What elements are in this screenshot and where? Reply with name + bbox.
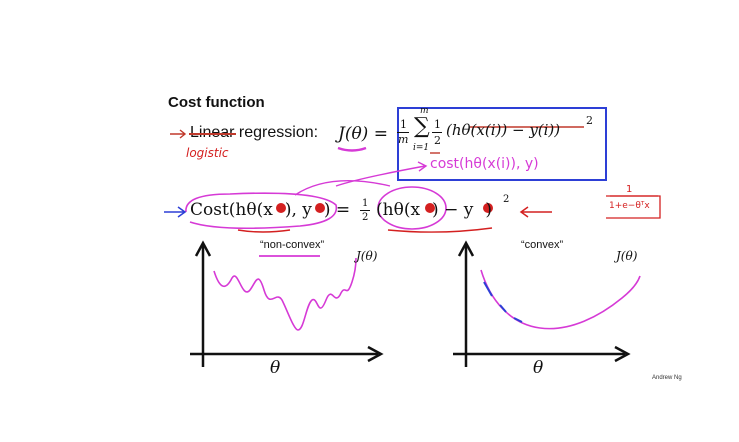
linear-word: Linear bbox=[190, 124, 234, 141]
regression-word: regression: bbox=[234, 124, 319, 141]
half-num: 1 bbox=[434, 118, 441, 131]
cost-eq: ) = bbox=[323, 200, 351, 220]
blue-highlight-box bbox=[397, 107, 607, 181]
rhs-underline bbox=[387, 227, 493, 233]
slide-title: Cost function bbox=[168, 94, 265, 111]
right-ylabel: J(θ) bbox=[616, 249, 638, 263]
redaction-mark bbox=[315, 203, 325, 213]
credit-text: Andrew Ng bbox=[652, 375, 682, 381]
cost-rhs-minus: ) − y bbox=[432, 200, 474, 220]
sigmoid-den: 1+e−θᵀx bbox=[609, 201, 650, 211]
nonconvex-caption: “non-convex” bbox=[260, 239, 325, 251]
redaction-mark bbox=[483, 203, 493, 213]
cost-rhs-h: (hθ(x bbox=[376, 200, 421, 220]
blue-arrow-icon bbox=[164, 206, 187, 218]
red-arrow-icon bbox=[170, 129, 187, 139]
left-ylabel: J(θ) bbox=[356, 249, 378, 263]
redaction-mark bbox=[276, 203, 286, 213]
convex-caption: “convex” bbox=[521, 239, 564, 251]
frac-m: m bbox=[398, 133, 409, 146]
linear-strike bbox=[189, 133, 236, 135]
right-plot bbox=[453, 240, 641, 367]
cost-rhs: (hθ(x ) − y) bbox=[376, 200, 492, 220]
cost-half-den: 2 bbox=[362, 212, 369, 223]
left-plot bbox=[190, 240, 384, 367]
cost-rhs-end: ) bbox=[485, 200, 492, 220]
nonconvex-curve bbox=[213, 257, 357, 331]
sum-upper: m bbox=[420, 106, 429, 116]
top-exp: 2 bbox=[586, 114, 593, 127]
j-theta-lhs: J(θ) = bbox=[338, 124, 388, 144]
sigmoid-num: 1 bbox=[626, 184, 633, 195]
handwritten-logistic: logistic bbox=[186, 146, 229, 160]
cost-exp: 2 bbox=[503, 194, 510, 205]
squared-error-term: (hθ(x(i)) − y(i)) bbox=[446, 121, 561, 139]
cost-formula: Cost(hθ(x ), y ) = bbox=[190, 200, 350, 220]
left-xlabel: θ bbox=[270, 358, 281, 378]
convex-curve bbox=[480, 269, 641, 330]
sum-symbol: ∑ bbox=[414, 114, 430, 139]
underline-j bbox=[337, 146, 367, 152]
handwritten-cost: cost(hθ(x(i)), y) bbox=[430, 156, 539, 172]
cost-loop bbox=[185, 192, 338, 230]
hx-circle bbox=[377, 186, 447, 230]
redaction-mark bbox=[425, 203, 435, 213]
gradient-steps bbox=[483, 281, 523, 323]
link-arc bbox=[294, 180, 391, 196]
red-left-arrow-icon bbox=[519, 206, 552, 218]
cost-half-num: 1 bbox=[362, 198, 369, 209]
half-den: 2 bbox=[434, 134, 441, 147]
cost-mid: ), y bbox=[284, 200, 312, 220]
link-arrow bbox=[335, 165, 426, 187]
cost-lhs: Cost(hθ(x bbox=[190, 200, 273, 220]
linear-regression-label: Linear regression: bbox=[190, 124, 318, 142]
frac-one: 1 bbox=[400, 118, 407, 131]
sum-lower: i=1 bbox=[413, 143, 430, 153]
right-xlabel: θ bbox=[533, 358, 544, 378]
